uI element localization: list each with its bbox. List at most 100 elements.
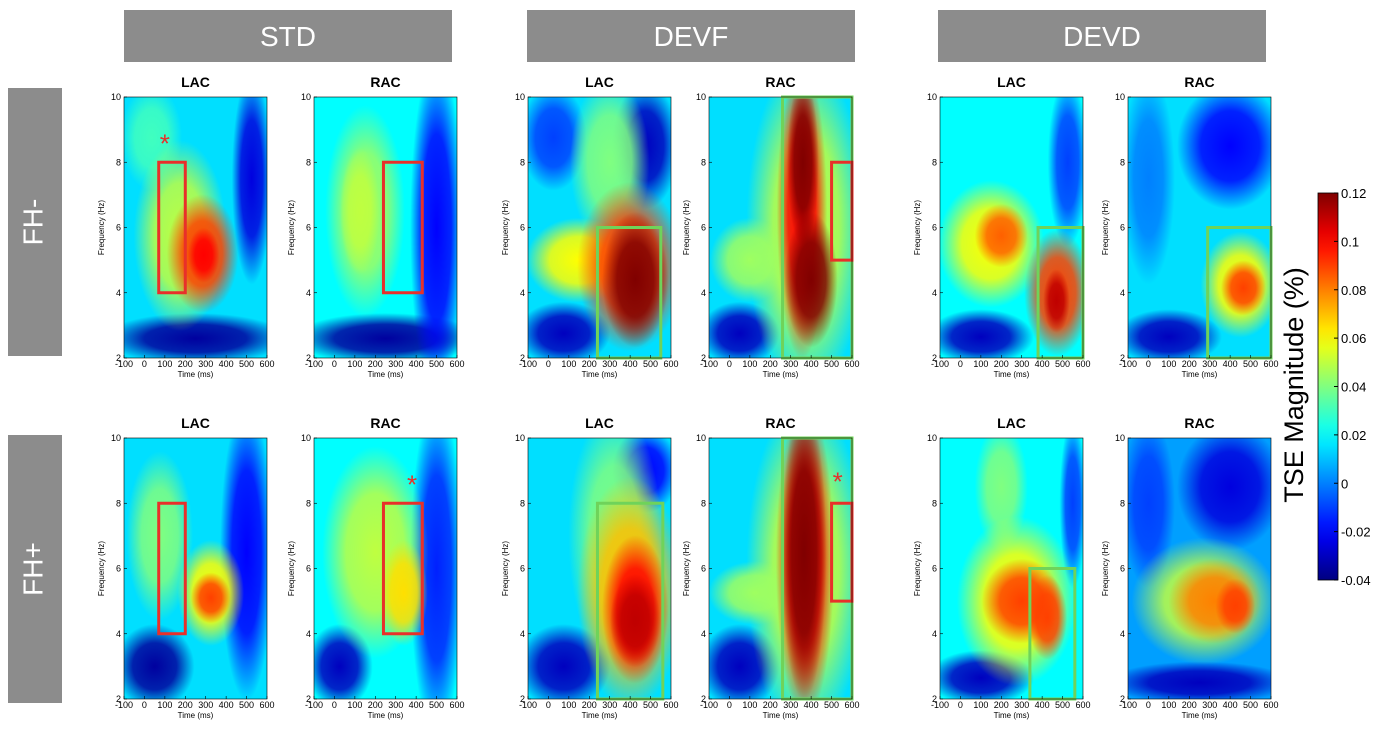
y-tick-label: 6 bbox=[116, 223, 121, 233]
x-tick-label: 100 bbox=[561, 359, 576, 369]
x-tick-label: 500 bbox=[1243, 359, 1258, 369]
heatmap bbox=[528, 97, 671, 358]
x-tick-label: 0 bbox=[1146, 359, 1151, 369]
y-tick-label: 2 bbox=[116, 694, 121, 704]
heatmap-blob bbox=[124, 623, 195, 699]
x-tick-label: 200 bbox=[763, 359, 778, 369]
x-tick-label: -100 bbox=[519, 359, 537, 369]
x-tick-label: 300 bbox=[783, 700, 798, 710]
colorbar-tick-label: 0.1 bbox=[1341, 234, 1359, 249]
y-tick-label: 8 bbox=[701, 157, 706, 167]
colorbar-label: TSE Magnitude (%) bbox=[1279, 267, 1309, 503]
column-header: DEVD bbox=[1063, 21, 1141, 52]
x-tick-label: 600 bbox=[259, 700, 274, 710]
x-tick-label: 200 bbox=[178, 359, 193, 369]
heatmap bbox=[709, 438, 852, 699]
heatmap-panel: RAC -100 0 100 200 300 400 500 600 2 4 6 8 10 Time (ms… bbox=[682, 74, 860, 379]
heatmap-blob bbox=[1047, 97, 1083, 248]
y-tick-label: 8 bbox=[1120, 157, 1125, 167]
y-tick-label: 6 bbox=[932, 223, 937, 233]
heatmap-panel: RAC -100 0 100 200 300 400 500 600 2 4 6 8 10 Time (ms… bbox=[1101, 74, 1279, 379]
x-tick-label: 500 bbox=[1055, 359, 1070, 369]
x-tick-label: 0 bbox=[958, 700, 963, 710]
colorbar-tick-label: 0.08 bbox=[1341, 283, 1366, 298]
roi-box bbox=[381, 160, 424, 295]
x-tick-label: 200 bbox=[1182, 700, 1197, 710]
x-tick-label: 100 bbox=[973, 359, 988, 369]
x-tick-label: 300 bbox=[198, 700, 213, 710]
y-axis-label: Frequency (Hz) bbox=[913, 200, 922, 255]
x-tick-label: 500 bbox=[824, 359, 839, 369]
x-tick-label: 400 bbox=[804, 359, 819, 369]
colorbar-tick-label: 0.04 bbox=[1341, 380, 1366, 395]
heatmap-blob bbox=[781, 438, 827, 699]
roi-box bbox=[157, 501, 187, 636]
heatmap-blob bbox=[187, 227, 220, 283]
heatmap-panel: * RAC -100 0 100 200 300 400 500 600 2 4 6 8 10 Time (m… bbox=[682, 415, 860, 720]
y-tick-label: 8 bbox=[932, 157, 937, 167]
y-tick-label: 4 bbox=[932, 629, 937, 639]
x-tick-label: -100 bbox=[305, 700, 323, 710]
heatmap bbox=[124, 438, 267, 699]
x-tick-label: 200 bbox=[368, 359, 383, 369]
x-tick-label: -100 bbox=[305, 359, 323, 369]
x-tick-label: 0 bbox=[142, 700, 147, 710]
y-tick-label: 8 bbox=[1120, 498, 1125, 508]
x-tick-label: 600 bbox=[844, 700, 859, 710]
x-tick-label: 600 bbox=[1263, 700, 1278, 710]
row-header: FH+ bbox=[17, 542, 48, 596]
x-tick-label: 300 bbox=[1202, 700, 1217, 710]
y-tick-label: 2 bbox=[520, 694, 525, 704]
heatmap-blob bbox=[1177, 438, 1271, 551]
heatmap-blob bbox=[1128, 97, 1175, 285]
x-tick-label: 500 bbox=[429, 700, 444, 710]
y-tick-label: 10 bbox=[1115, 433, 1125, 443]
x-axis-label: Time (ms) bbox=[178, 711, 214, 720]
heatmap bbox=[1128, 438, 1271, 699]
x-tick-label: 100 bbox=[1161, 700, 1176, 710]
x-tick-label: 200 bbox=[582, 359, 597, 369]
column-header-box bbox=[938, 10, 1266, 62]
y-tick-label: 8 bbox=[306, 498, 311, 508]
x-tick-label: 600 bbox=[663, 700, 678, 710]
heatmap-panel: LAC -100 0 100 200 300 400 500 600 2 4 6 8 10 Time (ms… bbox=[501, 74, 679, 379]
y-axis-label: Frequency (Hz) bbox=[501, 541, 510, 596]
x-axis-label: Time (ms) bbox=[582, 370, 618, 379]
x-tick-label: 100 bbox=[742, 359, 757, 369]
x-axis-label: Time (ms) bbox=[368, 370, 404, 379]
x-tick-label: 0 bbox=[727, 700, 732, 710]
x-axis-label: Time (ms) bbox=[763, 711, 799, 720]
y-tick-label: 4 bbox=[306, 629, 311, 639]
x-tick-label: 500 bbox=[239, 700, 254, 710]
colorbar-tick-label: -0.02 bbox=[1341, 525, 1371, 540]
x-tick-label: 300 bbox=[602, 359, 617, 369]
heatmap-blob bbox=[1177, 97, 1271, 210]
y-tick-label: 10 bbox=[301, 433, 311, 443]
y-tick-label: 4 bbox=[1120, 629, 1125, 639]
x-tick-label: 0 bbox=[727, 359, 732, 369]
column-header-box bbox=[527, 10, 855, 62]
heatmap-blob bbox=[231, 97, 267, 285]
y-tick-label: 10 bbox=[111, 433, 121, 443]
x-tick-label: -100 bbox=[519, 700, 537, 710]
x-tick-label: 300 bbox=[388, 359, 403, 369]
y-tick-label: 2 bbox=[306, 353, 311, 363]
y-tick-label: 6 bbox=[306, 223, 311, 233]
y-tick-label: 6 bbox=[701, 223, 706, 233]
x-tick-label: 500 bbox=[1055, 700, 1070, 710]
roi-box bbox=[381, 501, 424, 636]
y-tick-label: 6 bbox=[701, 564, 706, 574]
x-axis-label: Time (ms) bbox=[368, 711, 404, 720]
x-tick-label: 100 bbox=[1161, 359, 1176, 369]
heatmap-blob bbox=[1128, 309, 1222, 358]
y-axis-label: Frequency (Hz) bbox=[97, 200, 106, 255]
y-tick-label: 10 bbox=[927, 92, 937, 102]
x-tick-label: -100 bbox=[115, 359, 133, 369]
y-axis-label: Frequency (Hz) bbox=[97, 541, 106, 596]
y-tick-label: 4 bbox=[520, 288, 525, 298]
x-tick-label: 0 bbox=[958, 359, 963, 369]
x-tick-label: 0 bbox=[1146, 700, 1151, 710]
y-axis-label: Frequency (Hz) bbox=[1101, 541, 1110, 596]
y-tick-label: 4 bbox=[116, 629, 121, 639]
panel-title: LAC bbox=[997, 74, 1026, 90]
